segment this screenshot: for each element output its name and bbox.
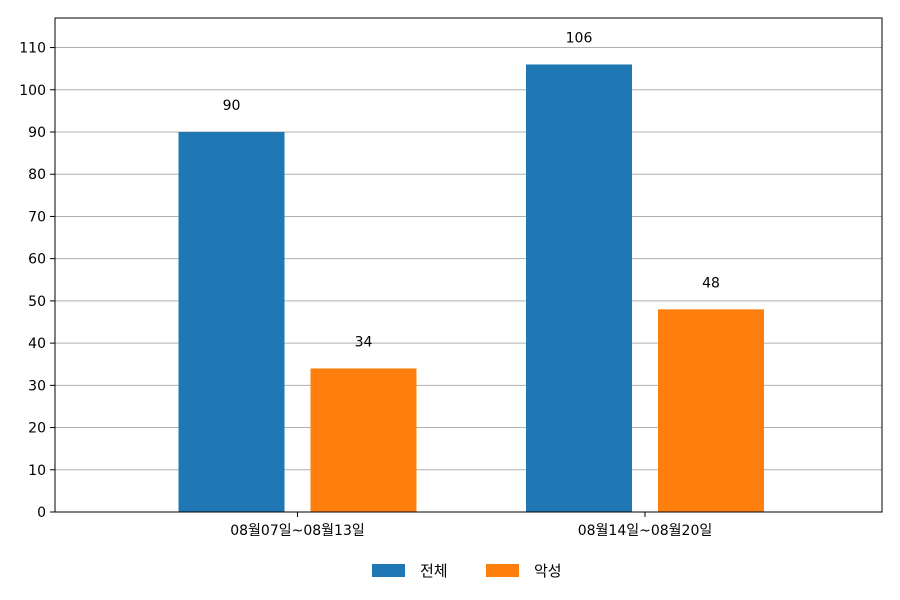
legend-label: 악성 (534, 562, 562, 580)
y-tick-label: 40 (28, 336, 46, 352)
x-axis: 08월07일~08월13일 08월14일~08월20일 (230, 512, 712, 539)
y-tick-label: 50 (28, 294, 46, 310)
bar-total (526, 64, 632, 512)
bar-malicious (310, 368, 417, 512)
x-tick-label: 08월14일~08월20일 (578, 523, 713, 539)
plot-area-frame (54, 17, 883, 513)
bar-value-label: 90 (223, 98, 241, 114)
bar-malicious (658, 309, 764, 512)
bar-value-label: 34 (355, 334, 373, 350)
y-tick-label: 20 (28, 421, 46, 437)
y-tick-label: 90 (28, 125, 46, 141)
y-tick-label: 60 (28, 252, 46, 268)
y-tick-label: 0 (37, 505, 46, 521)
y-tick-label: 70 (28, 209, 46, 225)
bar-total (178, 132, 285, 512)
bar-value-label: 48 (702, 275, 720, 291)
data-labels: 90 34 106 48 (223, 30, 720, 350)
bars (178, 64, 764, 512)
bar-value-label: 106 (566, 30, 593, 46)
y-tick-label: 30 (28, 378, 46, 394)
legend-swatch (486, 564, 519, 577)
x-tick-label: 08월07일~08월13일 (230, 523, 365, 539)
legend-label: 전체 (420, 562, 448, 580)
y-tick-label: 110 (19, 41, 46, 57)
y-axis: 0 10 20 30 40 50 60 70 80 90 100 110 (19, 41, 55, 521)
legend: 전체 악성 (372, 562, 562, 580)
y-tick-label: 100 (19, 83, 46, 99)
legend-swatch (372, 564, 405, 577)
y-tick-label: 10 (28, 463, 46, 479)
y-tick-label: 80 (28, 167, 46, 183)
